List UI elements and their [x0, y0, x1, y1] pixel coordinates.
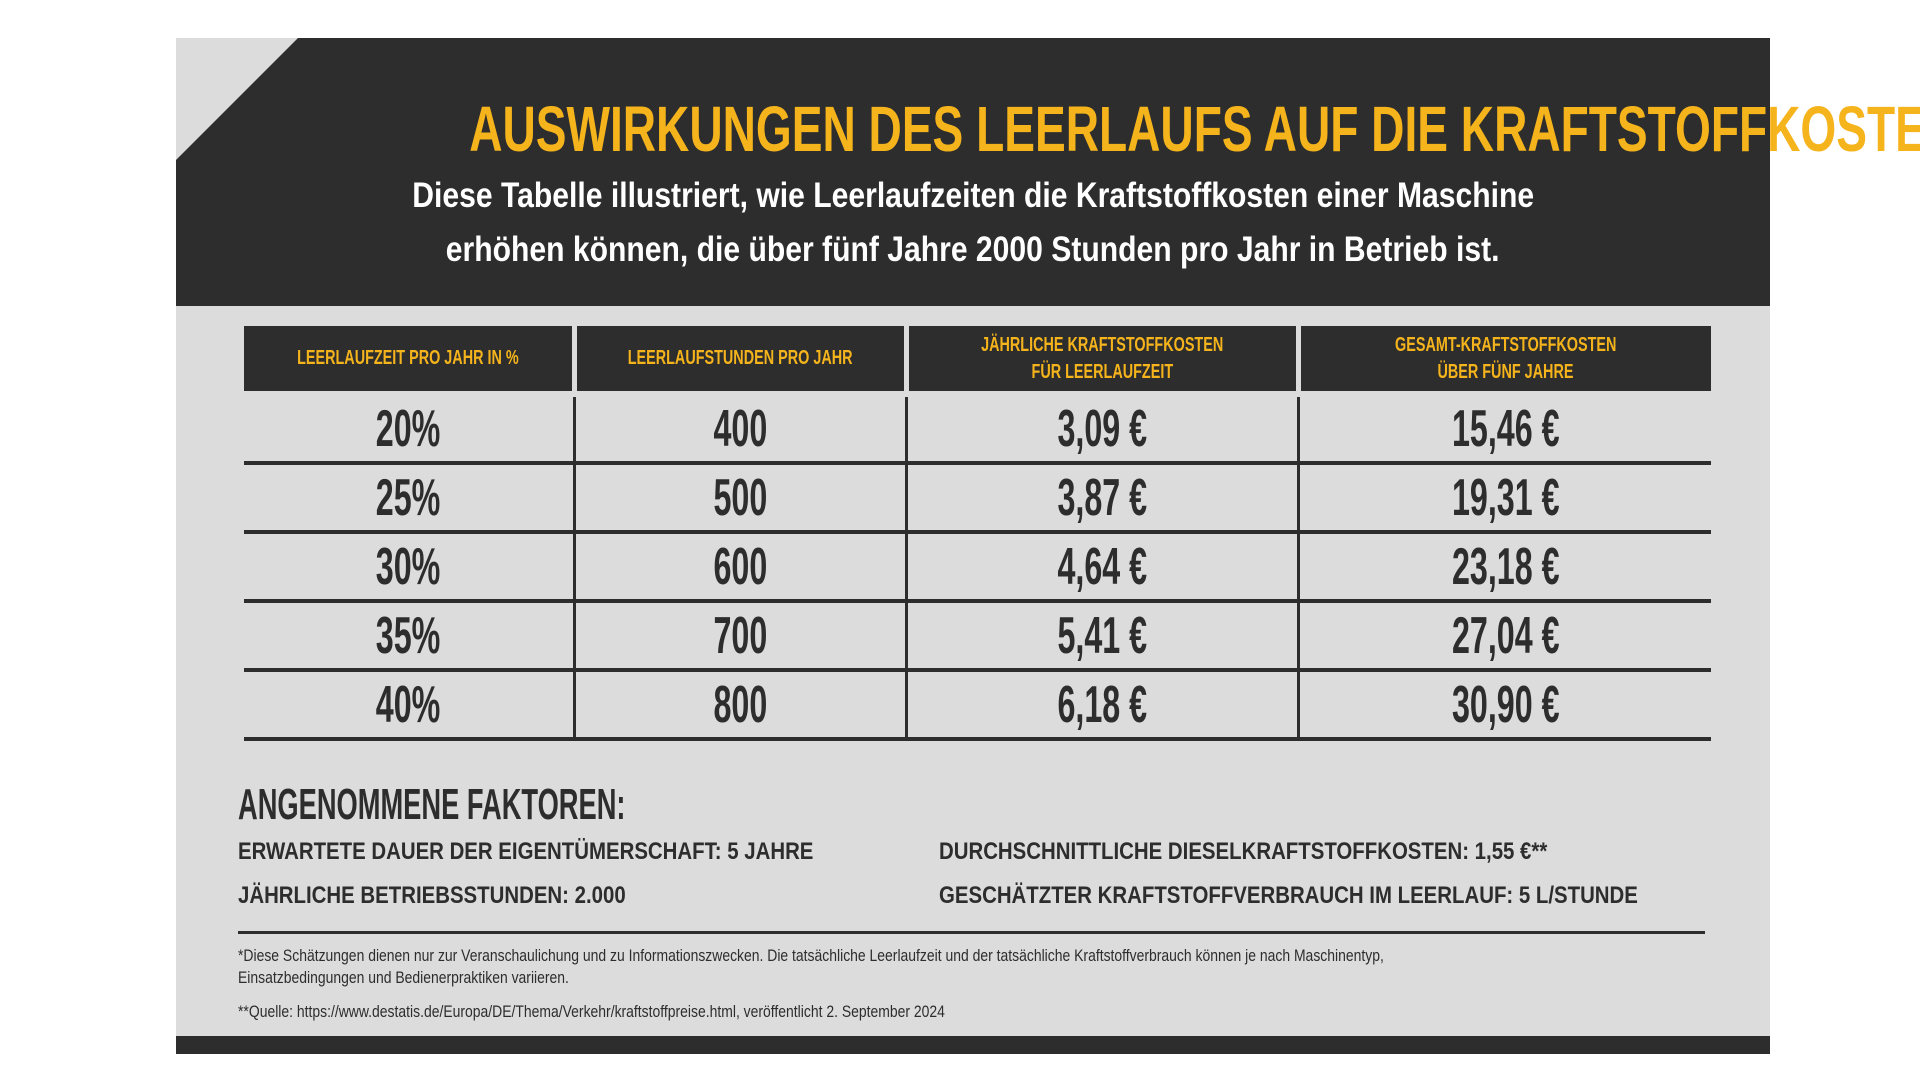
factor-diesel-cost: DURCHSCHNITTLICHE DIESELKRAFTSTOFFKOSTEN… [939, 838, 1548, 865]
subtitle-line-2: erhöhen können, die über fünf Jahre 2000… [176, 230, 1770, 270]
cell-annual-cost: 4,64 € [904, 532, 1298, 603]
cell-annual-cost: 6,18 € [904, 670, 1298, 741]
cell-idle-hours: 800 [572, 670, 906, 741]
footnote-disclaimer-cont: Einsatzbedingungen und Bedienerpraktiken… [238, 968, 569, 987]
page-title: AUSWIRKUNGEN DES LEERLAUFS AUF DIE KRAFT… [176, 92, 1920, 166]
divider [238, 931, 1705, 934]
cell-total-cost: 30,90 € [1296, 670, 1711, 741]
table-header-row: LEERLAUFZEIT PRO JAHR IN % LEERLAUFSTUND… [244, 326, 1711, 394]
factor-operating-hours: JÄHRLICHE BETRIEBSSTUNDEN: 2.000 [238, 882, 626, 909]
header-total-cost: GESAMT-KRAFTSTOFFKOSTEN ÜBER FÜNF JAHRE [1295, 326, 1711, 394]
header-banner [176, 38, 1770, 306]
cell-total-cost: 23,18 € [1296, 532, 1711, 603]
table-row: 25% 500 3,87 €19,31 € [244, 463, 1711, 534]
cell-idle-hours: 400 [572, 391, 906, 465]
subtitle-line-1: Diese Tabelle illustriert, wie Leerlaufz… [176, 176, 1770, 216]
cell-idle-hours: 700 [572, 601, 906, 672]
cell-idle-percent: 20% [244, 391, 574, 465]
cell-idle-percent: 25% [244, 463, 574, 534]
cell-total-cost: 15,46 € [1296, 391, 1711, 465]
cell-idle-hours: 600 [572, 532, 906, 603]
cell-idle-percent: 40% [244, 670, 574, 741]
header-annual-cost: JÄHRLICHE KRAFTSTOFFKOSTEN FÜR LEERLAUFZE… [903, 326, 1298, 394]
table-row: 35% 700 5,41 €27,04 € [244, 601, 1711, 672]
header-idle-percent: LEERLAUFZEIT PRO JAHR IN % [244, 326, 574, 394]
cell-idle-hours: 500 [572, 463, 906, 534]
cell-idle-percent: 30% [244, 532, 574, 603]
cell-total-cost: 27,04 € [1296, 601, 1711, 672]
cell-total-cost: 19,31 € [1296, 463, 1711, 534]
factor-idle-consumption: GESCHÄTZTER KRAFTSTOFFVERBRAUCH IM LEERL… [939, 882, 1638, 909]
title-text: AUSWIRKUNGEN DES LEERLAUFS AUF DIE KRAFT… [469, 93, 1920, 165]
header-idle-hours: LEERLAUFSTUNDEN PRO JAHR [571, 326, 906, 394]
cell-annual-cost: 3,87 € [904, 463, 1298, 534]
factors-title: ANGENOMMENE FAKTOREN: [238, 780, 626, 829]
cell-annual-cost: 5,41 € [904, 601, 1298, 672]
table-row: 20% 400 3,09 €15,46 € [244, 391, 1711, 465]
idle-cost-table: LEERLAUFZEIT PRO JAHR IN % LEERLAUFSTUND… [244, 326, 1711, 741]
table-row: 30% 600 4,64 €23,18 € [244, 532, 1711, 603]
factor-ownership: ERWARTETE DAUER DER EIGENTÜMERSCHAFT: 5 … [238, 838, 814, 865]
subtitle-text: Diese Tabelle illustriert, wie Leerlaufz… [412, 176, 1534, 215]
footnote-source: **Quelle: https://www.destatis.de/Europa… [238, 1002, 945, 1021]
cell-idle-percent: 35% [244, 601, 574, 672]
cell-annual-cost: 3,09 € [904, 391, 1298, 465]
table-row: 40% 800 6,18 €30,90 € [244, 670, 1711, 741]
subtitle-text: erhöhen können, die über fünf Jahre 2000… [446, 230, 1500, 269]
footnote-disclaimer: *Diese Schätzungen dienen nur zur Verans… [238, 946, 1384, 965]
bottom-bar [176, 1036, 1770, 1054]
